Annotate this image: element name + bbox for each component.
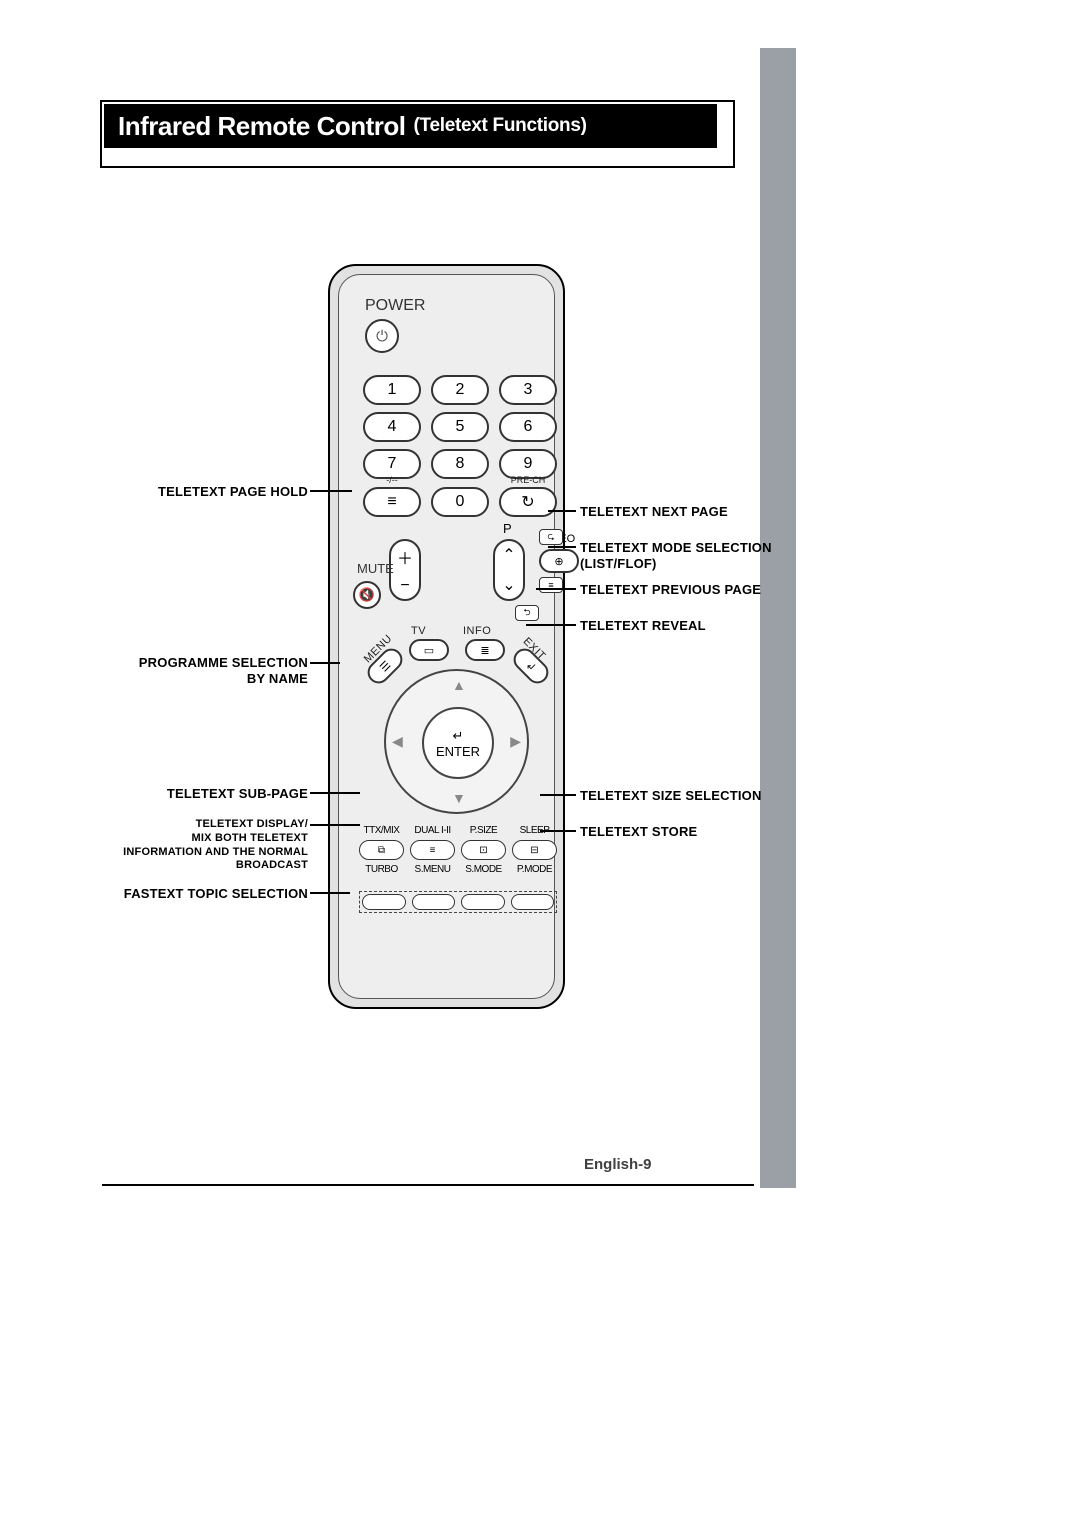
title-sub: (Teletext Functions) bbox=[414, 115, 587, 137]
channel-rocker[interactable]: ⌃⌄ bbox=[493, 539, 525, 601]
power-label: POWER bbox=[365, 297, 425, 315]
fastext-row bbox=[359, 891, 557, 913]
title-main: Infrared Remote Control bbox=[118, 111, 406, 142]
lead-line bbox=[548, 510, 576, 512]
callout-prog-select: PROGRAMME SELECTION BY NAME bbox=[108, 655, 308, 688]
page-hold-button[interactable]: ≡ bbox=[363, 487, 421, 517]
number-pad: 1 2 3 4 5 6 7 8 9 bbox=[363, 375, 557, 479]
d-pad[interactable]: ▲ ▼ ◀ ▶ ↵ ENTER bbox=[384, 669, 529, 814]
remote-control: POWER ⏻ 1 2 3 4 5 6 7 8 9 -/-- PRE-CH ≡ … bbox=[328, 264, 565, 1009]
prech-button[interactable]: ↻ bbox=[499, 487, 557, 517]
mute-button[interactable]: 🔇 bbox=[353, 581, 381, 609]
fastext-red[interactable] bbox=[362, 894, 406, 910]
lead-line bbox=[310, 662, 340, 664]
remote-inner: POWER ⏻ 1 2 3 4 5 6 7 8 9 -/-- PRE-CH ≡ … bbox=[338, 274, 555, 999]
info-button[interactable]: ≣ bbox=[465, 639, 505, 661]
bottom-grid: TTX/MIX DUAL I-II P.SIZE SLEEP ⧉ ≡ ⊡ ⊟ T… bbox=[359, 825, 557, 875]
lead-line bbox=[540, 830, 576, 832]
lead-line bbox=[310, 490, 352, 492]
smenu-label: S.MENU bbox=[410, 864, 455, 875]
callout-store: TELETEXT STORE bbox=[580, 824, 697, 840]
num-6[interactable]: 6 bbox=[499, 412, 557, 442]
callout-next-page: TELETEXT NEXT PAGE bbox=[580, 504, 728, 520]
sidebar-column bbox=[760, 48, 796, 1188]
tv-label: TV bbox=[411, 625, 426, 637]
dpad-right-icon: ▶ bbox=[510, 733, 521, 750]
num-8[interactable]: 8 bbox=[431, 449, 489, 479]
enter-button[interactable]: ↵ ENTER bbox=[422, 707, 494, 779]
prech-label: PRE-CH bbox=[499, 475, 557, 485]
smode-label: S.MODE bbox=[461, 864, 506, 875]
num-4[interactable]: 4 bbox=[363, 412, 421, 442]
fastext-green[interactable] bbox=[412, 894, 456, 910]
fastext-blue[interactable] bbox=[511, 894, 555, 910]
callout-ttx-display: TELETEXT DISPLAY/ MIX BOTH TELETEXT INFO… bbox=[68, 818, 308, 873]
mode-select-button[interactable]: ≡ bbox=[539, 577, 563, 593]
video-button[interactable]: ⊕ bbox=[539, 549, 579, 573]
next-page-button[interactable]: ⮎ bbox=[539, 529, 563, 545]
callout-prev-page: TELETEXT PREVIOUS PAGE bbox=[580, 582, 761, 598]
callout-page-hold: TELETEXT PAGE HOLD bbox=[108, 484, 308, 500]
num-2[interactable]: 2 bbox=[431, 375, 489, 405]
num-0[interactable]: 0 bbox=[431, 487, 489, 517]
volume-channel-group: P ＋− ⌃⌄ MUTE 🔇 VIDEO ⊕ ≡ ⮌ ⮎ bbox=[389, 523, 529, 617]
fastext-yellow[interactable] bbox=[461, 894, 505, 910]
lead-line bbox=[310, 792, 360, 794]
lead-line bbox=[310, 824, 360, 826]
callout-reveal: TELETEXT REVEAL bbox=[580, 618, 706, 634]
power-button[interactable]: ⏻ bbox=[365, 319, 399, 353]
lead-line bbox=[540, 794, 576, 796]
lead-line bbox=[548, 546, 576, 548]
ttxmix-button[interactable]: ⧉ bbox=[359, 840, 404, 860]
lead-line bbox=[536, 588, 576, 590]
lead-line bbox=[526, 624, 576, 626]
page-title-bar: Infrared Remote Control (Teletext Functi… bbox=[104, 104, 717, 148]
info-label: INFO bbox=[463, 625, 491, 637]
mid-row: TV INFO ▭ ≣ MENU ☰ EXIT ↲ bbox=[363, 631, 553, 667]
turbo-label: TURBO bbox=[359, 864, 404, 875]
psize-label: P.SIZE bbox=[461, 825, 506, 836]
num-5[interactable]: 5 bbox=[431, 412, 489, 442]
dash-label: -/-- bbox=[363, 475, 421, 485]
page-number: English-9 bbox=[584, 1156, 652, 1173]
callout-mode-select: TELETEXT MODE SELECTION (LIST/FLOF) bbox=[580, 540, 772, 573]
mute-label: MUTE bbox=[357, 561, 394, 576]
dpad-up-icon: ▲ bbox=[452, 677, 466, 693]
num-3[interactable]: 3 bbox=[499, 375, 557, 405]
dual-button[interactable]: ≡ bbox=[410, 840, 455, 860]
p-label: P bbox=[503, 521, 512, 536]
num-1[interactable]: 1 bbox=[363, 375, 421, 405]
callout-size-select: TELETEXT SIZE SELECTION bbox=[580, 788, 762, 804]
dual-label: DUAL I-II bbox=[410, 825, 455, 836]
lead-line bbox=[310, 892, 350, 894]
enter-label: ENTER bbox=[436, 744, 480, 759]
callout-fastext: FASTEXT TOPIC SELECTION bbox=[88, 886, 308, 902]
dpad-down-icon: ▼ bbox=[452, 790, 466, 806]
ttxmix-label: TTX/MIX bbox=[359, 825, 404, 836]
prev-page-button[interactable]: ⮌ bbox=[515, 605, 539, 621]
enter-icon: ↵ bbox=[453, 728, 464, 744]
tv-button[interactable]: ▭ bbox=[409, 639, 449, 661]
dpad-left-icon: ◀ bbox=[392, 733, 403, 750]
under-row: ≡ 0 ↻ bbox=[363, 487, 557, 517]
exit-button[interactable]: ↲ bbox=[509, 644, 553, 688]
sleep-button[interactable]: ⊟ bbox=[512, 840, 557, 860]
page-underline bbox=[102, 1184, 754, 1186]
callout-sub-page: TELETEXT SUB-PAGE bbox=[108, 786, 308, 802]
pmode-label: P.MODE bbox=[512, 864, 557, 875]
psize-button[interactable]: ⊡ bbox=[461, 840, 506, 860]
